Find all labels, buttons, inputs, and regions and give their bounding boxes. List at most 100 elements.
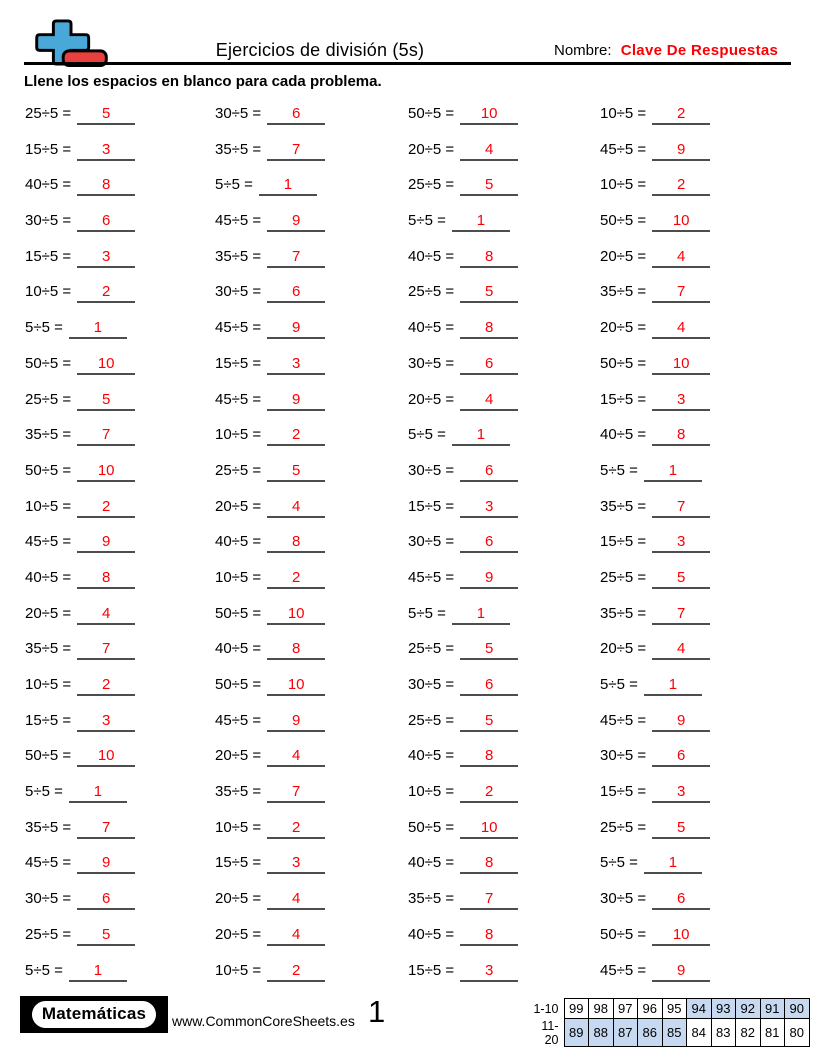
problem: 45÷5 = 9 (215, 207, 408, 243)
answer-value: 5 (292, 461, 301, 479)
answer-value: 5 (102, 390, 111, 408)
problem: 45÷5 = 9 (25, 849, 215, 885)
answer-blank: 4 (77, 604, 136, 625)
answer-blank: 2 (267, 570, 326, 589)
score-cell: 90 (784, 998, 810, 1019)
name-area: Nombre: Clave De Respuestas (554, 42, 778, 59)
problem-question: 15÷5 = (215, 354, 262, 372)
score-cell: 85 (661, 1018, 687, 1047)
answer-value: 6 (102, 212, 111, 230)
answer-value: 9 (485, 568, 494, 586)
answer-blank: 8 (267, 641, 326, 661)
score-cell: 80 (784, 1018, 810, 1047)
problem-question: 25÷5 = (408, 711, 455, 729)
problem: 10÷5 = 2 (25, 493, 215, 529)
answer-blank: 9 (652, 713, 711, 732)
problem-question: 40÷5 = (408, 247, 455, 265)
answer-value: 9 (292, 390, 301, 408)
problem-question: 10÷5 = (600, 105, 647, 122)
problem-question: 25÷5 = (25, 925, 72, 943)
problem: 40÷5 = 8 (25, 171, 215, 207)
problem: 50÷5 = 10 (215, 600, 408, 636)
answer-value: 4 (102, 604, 111, 622)
answer-blank: 6 (460, 677, 519, 696)
problem: 30÷5 = 6 (600, 885, 791, 921)
problem-question: 25÷5 = (25, 390, 72, 408)
problem: 5÷5 = 1 (25, 778, 215, 814)
answer-blank: 2 (77, 677, 136, 696)
answer-blank: 5 (652, 570, 711, 589)
problem: 25÷5 = 5 (215, 457, 408, 493)
answer-value: 9 (677, 140, 686, 158)
problem-question: 40÷5 = (408, 319, 455, 337)
answer-blank: 10 (460, 820, 519, 839)
score-cell: 96 (637, 998, 663, 1019)
problem: 20÷5 = 4 (408, 136, 600, 172)
problem: 10÷5 = 2 (600, 171, 791, 207)
problem: 20÷5 = 4 (25, 600, 215, 636)
answer-value: 6 (102, 890, 111, 908)
score-row-label: 1-10 (533, 1001, 559, 1016)
answer-blank: 3 (77, 713, 136, 732)
problem: 50÷5 = 10 (600, 350, 791, 386)
problem: 50÷5 = 10 (25, 457, 215, 493)
problem: 25÷5 = 5 (600, 564, 791, 600)
problem: 10÷5 = 2 (215, 564, 408, 600)
problem-question: 50÷5 = (25, 747, 72, 765)
problem: 25÷5 = 5 (408, 707, 600, 743)
answer-value: 3 (102, 140, 111, 158)
problem-question: 10÷5 = (215, 426, 262, 444)
answer-blank: 1 (451, 606, 510, 625)
answer-value: 3 (485, 961, 494, 979)
problem: 40÷5 = 8 (25, 564, 215, 600)
problem: 15÷5 = 3 (600, 386, 791, 422)
answer-value: 9 (292, 212, 301, 230)
problem-question: 5÷5 = (408, 604, 446, 622)
problem-question: 35÷5 = (25, 426, 72, 444)
answer-value: 7 (102, 818, 111, 836)
problem: 5÷5 = 1 (408, 600, 600, 636)
problem-question: 35÷5 = (25, 818, 72, 836)
answer-blank: 10 (77, 356, 136, 375)
problem-question: 15÷5 = (408, 497, 455, 515)
answer-value: 7 (677, 283, 686, 301)
problem-question: 45÷5 = (600, 961, 647, 979)
answer-blank: 6 (460, 534, 519, 554)
problem-question: 35÷5 = (600, 283, 647, 301)
problem: 35÷5 = 7 (215, 778, 408, 814)
answer-value: 9 (677, 961, 686, 979)
answer-value: 8 (485, 925, 494, 943)
answer-blank: 7 (77, 427, 136, 447)
answer-value: 5 (485, 176, 494, 194)
problem-question: 40÷5 = (215, 640, 262, 658)
problem-question: 10÷5 = (215, 961, 262, 979)
problem: 20÷5 = 4 (600, 243, 791, 279)
score-table-body: 1-10 99 98 97 96 95 94 93 92 91 90 11-20 89 88 87 86 85 8… (528, 998, 810, 1047)
answer-value: 10 (672, 354, 690, 372)
answer-blank: 3 (652, 534, 711, 554)
problem-question: 5÷5 = (215, 176, 253, 194)
problem: 25÷5 = 5 (408, 278, 600, 314)
problem-question: 50÷5 = (600, 925, 647, 943)
problem: 50÷5 = 10 (408, 100, 600, 136)
score-row: 1-10 99 98 97 96 95 94 93 92 91 90 (528, 998, 810, 1019)
problem: 15÷5 = 3 (25, 136, 215, 172)
problem: 30÷5 = 6 (215, 278, 408, 314)
problem: 45÷5 = 9 (600, 957, 791, 993)
answer-blank: 7 (77, 818, 136, 839)
problem: 20÷5 = 4 (215, 885, 408, 921)
score-cell: 82 (735, 1018, 761, 1047)
answer-blank: 1 (68, 319, 127, 340)
brand-logo (33, 19, 111, 68)
answer-value: 1 (93, 319, 103, 337)
answer-value: 8 (485, 247, 494, 265)
answer-blank: 9 (652, 140, 711, 161)
problems-column: 10÷5 = 2 45÷5 = 9 10÷5 = 2 50÷5 = 10 20÷5 = 4 35÷5… (600, 100, 791, 993)
problem: 5÷5 = 1 (25, 314, 215, 350)
problem-question: 20÷5 = (215, 890, 262, 908)
answer-value: 2 (292, 961, 301, 979)
problem-question: 40÷5 = (408, 854, 455, 872)
score-cell: 95 (661, 998, 687, 1019)
problem-question: 15÷5 = (25, 140, 72, 158)
answer-value: 3 (102, 247, 111, 265)
